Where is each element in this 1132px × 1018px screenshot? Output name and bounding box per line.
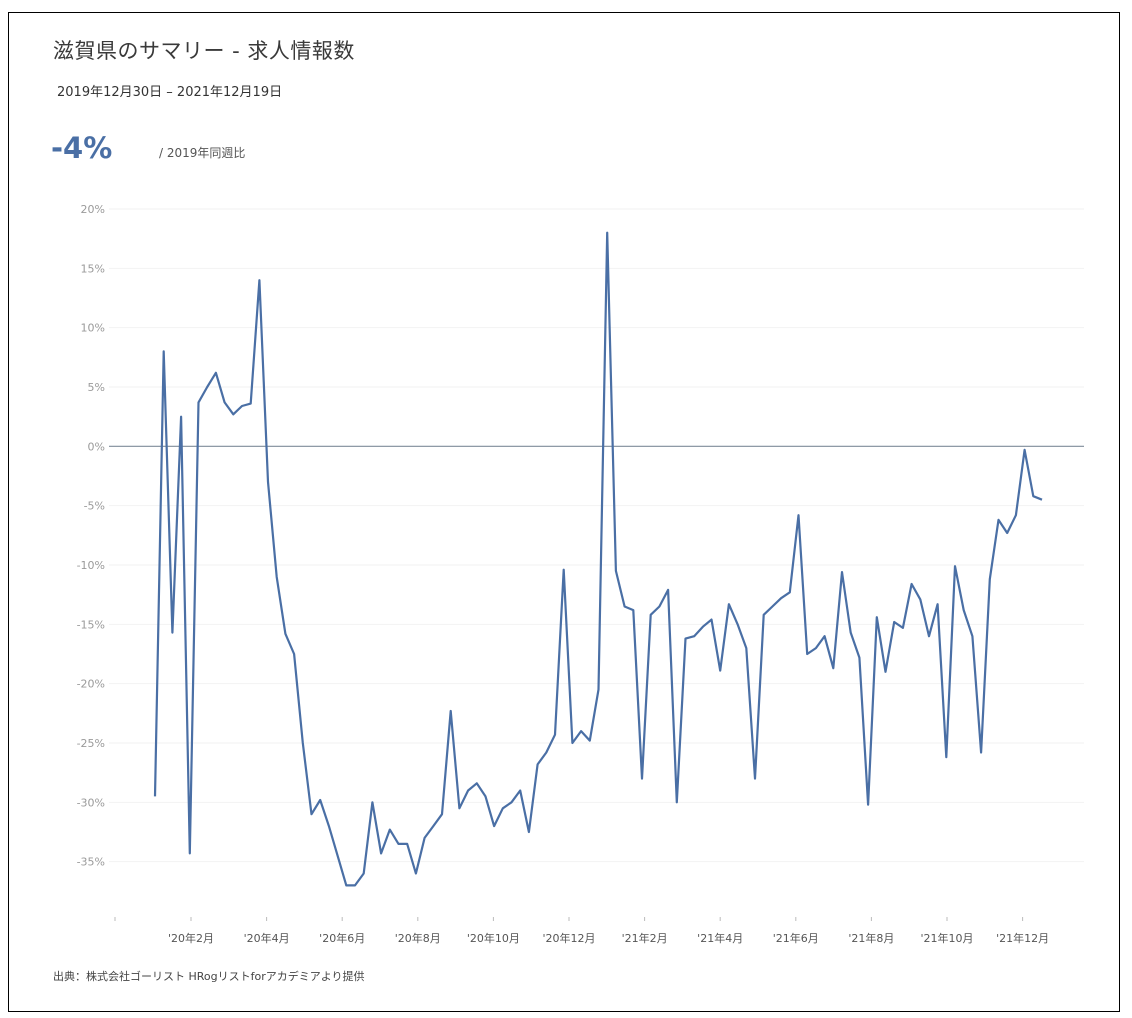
x-tick-label: '20年8月 (395, 931, 441, 945)
x-tick-label: '20年6月 (319, 931, 365, 945)
x-tick-label: '20年12月 (542, 931, 595, 945)
x-tick-label: '20年4月 (244, 931, 290, 945)
line-chart: 20% 15% 10% 5% 0% -5% -10% -15% -20% -25% -30% -35%… (77, 203, 1084, 945)
y-tick-label: -25% (77, 737, 105, 750)
y-tick-label: 0% (88, 440, 105, 453)
date-range: 2019年12月30日 – 2021年12月19日 (57, 85, 283, 100)
y-tick-label: -10% (77, 559, 105, 572)
y-tick-label: -5% (84, 500, 105, 513)
x-tick-label: '21年12月 (996, 931, 1049, 945)
x-tick-label: '20年10月 (467, 931, 520, 945)
x-tick-label: '21年2月 (622, 931, 668, 945)
chart-title: 滋賀県のサマリー - 求人情報数 (53, 39, 355, 63)
y-tick-label: 15% (81, 262, 105, 275)
x-tick-label: '20年2月 (168, 931, 214, 945)
source-note: 出典：株式会社ゴーリスト HRogリストforアカデミアより提供 (53, 970, 365, 983)
chart-card: 滋賀県のサマリー - 求人情報数 2019年12月30日 – 2021年12月1… (8, 12, 1120, 1012)
kpi-label: / 2019年同週比 (159, 146, 246, 160)
y-tick-label: -35% (77, 856, 105, 869)
y-tick-label: 20% (81, 203, 105, 216)
y-tick-label: 10% (81, 322, 105, 335)
x-tick-label: '21年10月 (920, 931, 973, 945)
y-tick-label: -20% (77, 678, 105, 691)
y-tick-label: -15% (77, 618, 105, 631)
x-tick-label: '21年8月 (848, 931, 894, 945)
series-line (153, 231, 1043, 887)
x-tick-label: '21年6月 (773, 931, 819, 945)
y-tick-label: 5% (88, 381, 105, 394)
kpi-value: -4% (51, 131, 113, 165)
y-tick-label: -30% (77, 796, 105, 809)
x-tick-label: '21年4月 (697, 931, 743, 945)
